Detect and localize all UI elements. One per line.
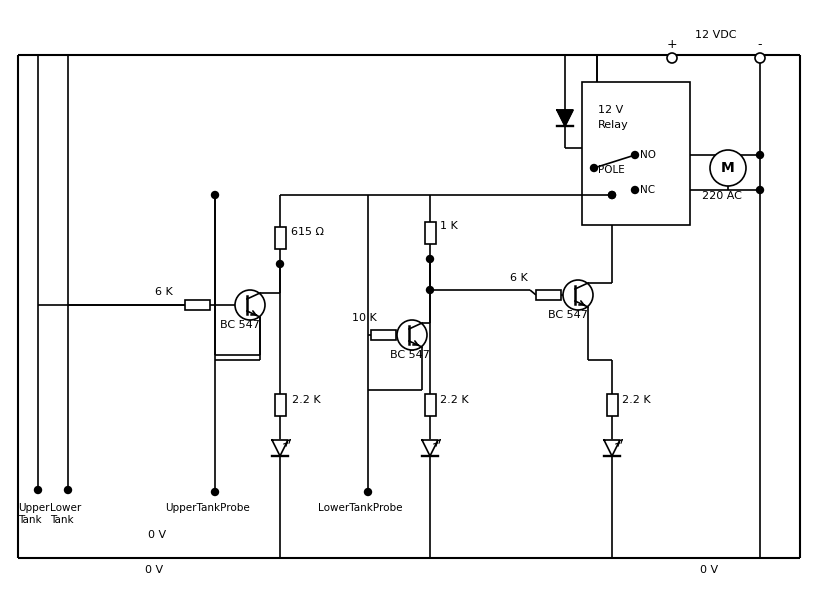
Circle shape xyxy=(591,164,597,172)
Bar xyxy=(274,394,286,416)
Text: Relay: Relay xyxy=(598,120,629,130)
Text: -: - xyxy=(758,38,762,52)
Circle shape xyxy=(65,486,71,493)
Bar xyxy=(184,300,209,310)
Bar xyxy=(535,290,560,300)
Text: 0 V: 0 V xyxy=(145,565,163,575)
Text: 2.2 K: 2.2 K xyxy=(292,395,321,405)
Text: 2.2 K: 2.2 K xyxy=(440,395,469,405)
Text: 12 V: 12 V xyxy=(598,105,623,115)
Circle shape xyxy=(667,53,677,63)
Circle shape xyxy=(756,186,764,194)
Circle shape xyxy=(212,191,219,198)
Text: 6 K: 6 K xyxy=(510,273,528,283)
Polygon shape xyxy=(604,440,620,456)
Circle shape xyxy=(608,191,616,198)
Bar xyxy=(274,227,286,249)
Circle shape xyxy=(426,256,434,262)
Circle shape xyxy=(632,186,638,194)
Text: M: M xyxy=(721,161,735,175)
Circle shape xyxy=(563,280,593,310)
Bar xyxy=(371,330,396,340)
Polygon shape xyxy=(422,440,438,456)
Polygon shape xyxy=(557,110,573,126)
Circle shape xyxy=(35,486,42,493)
Text: 220 AC: 220 AC xyxy=(702,191,742,201)
Text: Upper: Upper xyxy=(18,503,50,513)
Text: 615 Ω: 615 Ω xyxy=(291,227,324,237)
Circle shape xyxy=(365,489,371,495)
Text: 12 VDC: 12 VDC xyxy=(695,30,736,40)
Circle shape xyxy=(755,53,765,63)
Text: BC 547: BC 547 xyxy=(220,320,260,330)
Text: UpperTankProbe: UpperTankProbe xyxy=(165,503,250,513)
Circle shape xyxy=(608,191,616,198)
Bar xyxy=(425,394,435,416)
Text: 10 K: 10 K xyxy=(352,313,376,323)
Text: 6 K: 6 K xyxy=(155,287,173,297)
Bar xyxy=(607,394,617,416)
Text: BC 547: BC 547 xyxy=(390,350,430,360)
Text: NC: NC xyxy=(640,185,655,195)
Circle shape xyxy=(235,290,265,320)
Text: NO: NO xyxy=(640,150,656,160)
Bar xyxy=(582,82,690,225)
Text: POLE: POLE xyxy=(598,165,625,175)
Circle shape xyxy=(756,152,764,158)
Circle shape xyxy=(397,320,427,350)
Circle shape xyxy=(426,287,434,294)
Polygon shape xyxy=(272,440,288,456)
Circle shape xyxy=(277,260,283,268)
Text: LowerTankProbe: LowerTankProbe xyxy=(318,503,402,513)
Bar xyxy=(425,222,435,244)
Circle shape xyxy=(212,489,219,495)
Text: 0 V: 0 V xyxy=(700,565,718,575)
Text: 1 K: 1 K xyxy=(440,221,458,231)
Text: 2.2 K: 2.2 K xyxy=(622,395,651,405)
Text: Tank: Tank xyxy=(50,515,74,525)
Circle shape xyxy=(710,150,746,186)
Text: +: + xyxy=(666,38,677,52)
Text: 0 V: 0 V xyxy=(148,530,166,540)
Text: Lower: Lower xyxy=(50,503,81,513)
Circle shape xyxy=(632,152,638,158)
Text: Tank: Tank xyxy=(18,515,42,525)
Text: BC 547: BC 547 xyxy=(548,310,588,320)
